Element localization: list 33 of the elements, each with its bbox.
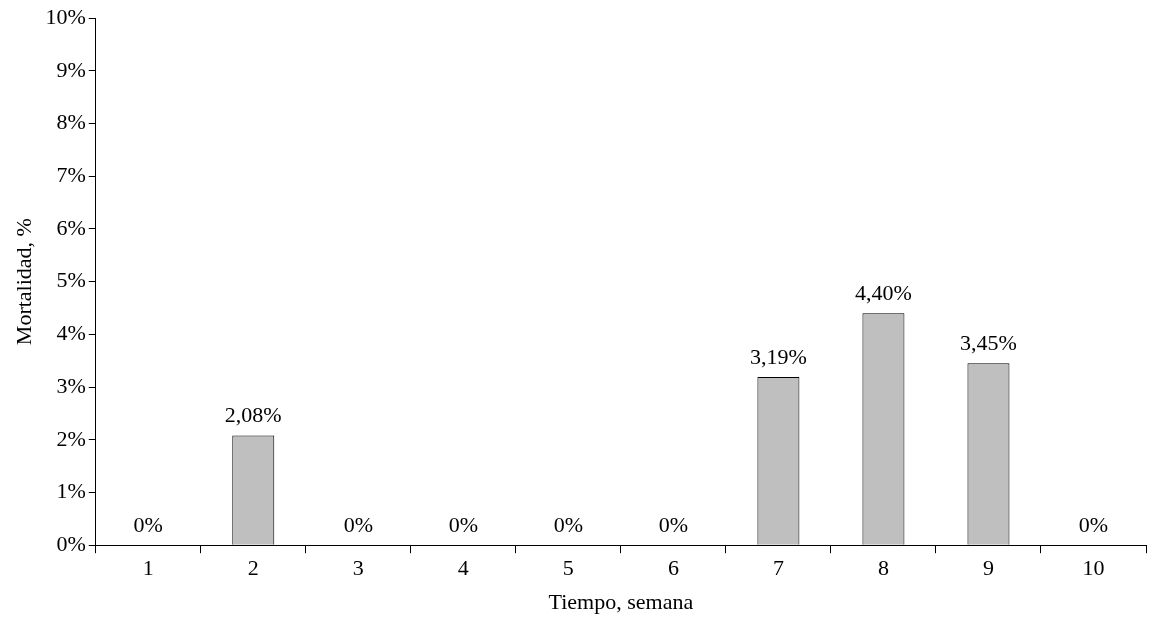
y-tick-label: 0%	[56, 530, 86, 556]
y-tick-label: 9%	[56, 56, 86, 82]
x-axis-title: Tiempo, semana	[548, 588, 694, 614]
data-label: 0%	[553, 511, 584, 537]
y-tick-label: 7%	[56, 161, 86, 187]
y-tick-label: 5%	[56, 267, 86, 293]
y-tick-label: 8%	[56, 109, 86, 135]
data-label: 0%	[448, 511, 478, 537]
data-label: 2,08%	[224, 402, 282, 428]
data-label: 3,19%	[749, 343, 807, 369]
data-label: 0%	[133, 511, 163, 537]
y-tick-label: 3%	[56, 372, 86, 398]
x-tick-label: 3	[352, 555, 364, 581]
x-tick-label: 1	[142, 555, 154, 581]
x-tick-label: 7	[772, 555, 784, 581]
x-tick-label: 8	[877, 555, 889, 581]
data-label: 0%	[1078, 511, 1109, 537]
y-tick-label: 2%	[56, 425, 86, 451]
y-tick-label: 4%	[56, 320, 86, 346]
y-axis-title: Mortalidad, %	[10, 218, 36, 346]
x-tick-label: 2	[247, 555, 259, 581]
x-tick-label: 6	[667, 555, 679, 581]
y-tick-label: 10%	[45, 3, 86, 29]
data-label: 0%	[658, 511, 689, 537]
data-label: 3,45%	[960, 330, 1017, 356]
y-tick-label: 1%	[56, 478, 86, 504]
data-label: 4,40%	[855, 280, 912, 306]
y-tick-label: 6%	[56, 214, 86, 240]
x-tick-label: 4	[457, 555, 469, 581]
x-tick-label: 9	[982, 555, 994, 581]
data-label: 0%	[343, 511, 373, 537]
x-tick-label: 5	[562, 555, 574, 581]
x-tick-label: 10	[1082, 555, 1105, 581]
